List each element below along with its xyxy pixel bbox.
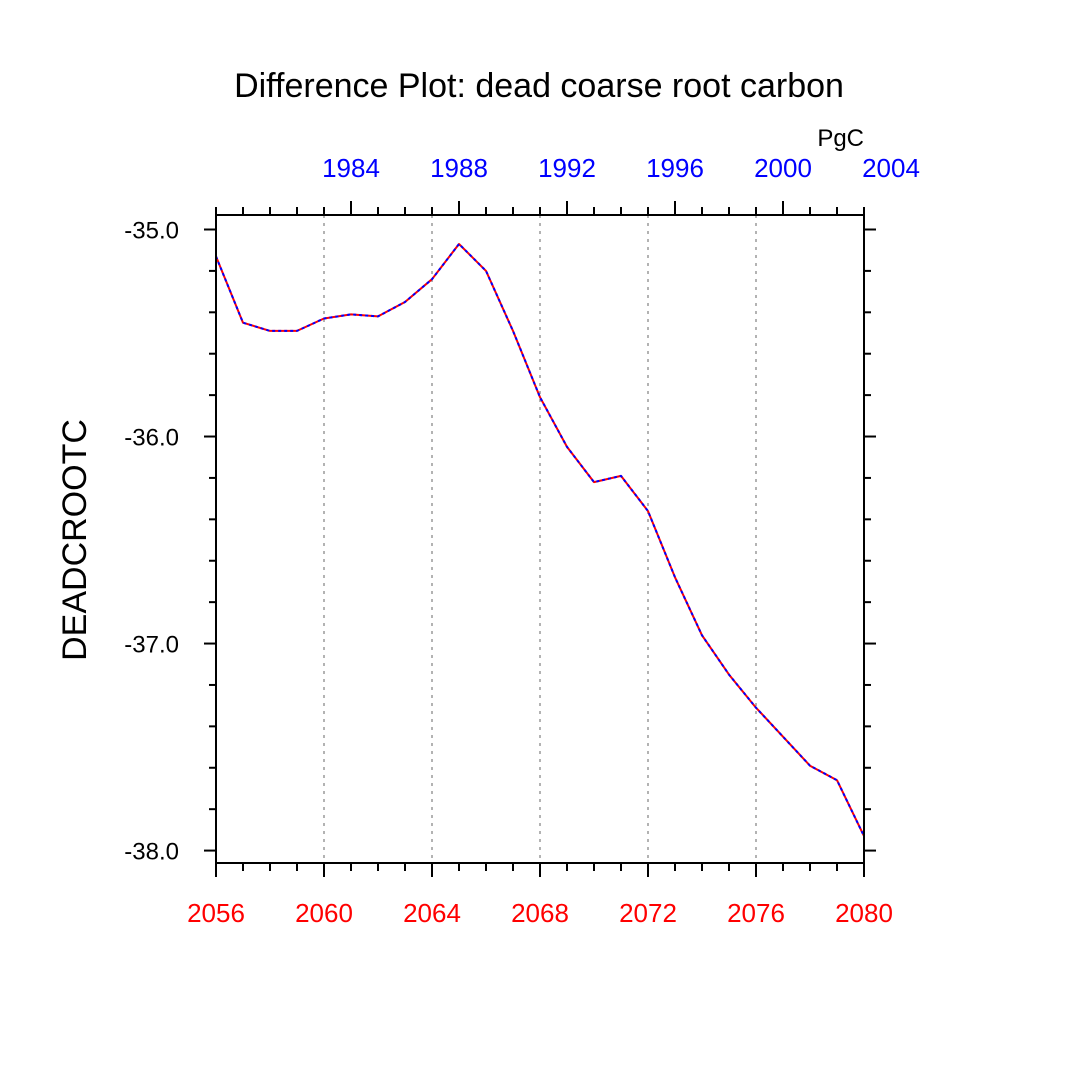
- x-bottom-tick-label: 2072: [619, 898, 677, 928]
- x-top-tick-label: 1988: [430, 153, 488, 183]
- y-tick-label: -35.0: [124, 217, 179, 244]
- x-axis-bottom: 2056 2060 2064 2068 2072 2076 2080: [187, 863, 893, 928]
- x-bottom-tick-label: 2068: [511, 898, 569, 928]
- x-top-tick-label: 1984: [322, 153, 380, 183]
- x-top-tick-label: 2004: [862, 153, 920, 183]
- x-bottom-tick-label: 2076: [727, 898, 785, 928]
- y-axis: -35.0 -36.0 -37.0 -38.0: [124, 217, 876, 866]
- units-label: PgC: [817, 125, 864, 152]
- x-bottom-tick-label: 2060: [295, 898, 353, 928]
- y-tick-label: -37.0: [124, 632, 179, 659]
- x-top-tick-label: 1996: [646, 153, 704, 183]
- y-axis-label: DEADCROOTC: [56, 419, 94, 661]
- y-tick-label: -38.0: [124, 839, 179, 866]
- chart-title: Difference Plot: dead coarse root carbon: [234, 67, 844, 105]
- series-line: [215, 243, 865, 837]
- x-top-tick-label: 1992: [538, 153, 596, 183]
- series-line-dashed: [215, 243, 865, 837]
- x-top-tick-label: 2000: [754, 153, 812, 183]
- x-bottom-tick-label: 2080: [835, 898, 893, 928]
- x-bottom-tick-label: 2064: [403, 898, 461, 928]
- y-tick-label: -36.0: [124, 425, 179, 452]
- grid-lines: [323, 215, 757, 863]
- series-group: [215, 243, 865, 837]
- x-bottom-tick-label: 2056: [187, 898, 245, 928]
- x-axis-top: 1984 1988 1992 1996 2000 2004: [215, 153, 920, 215]
